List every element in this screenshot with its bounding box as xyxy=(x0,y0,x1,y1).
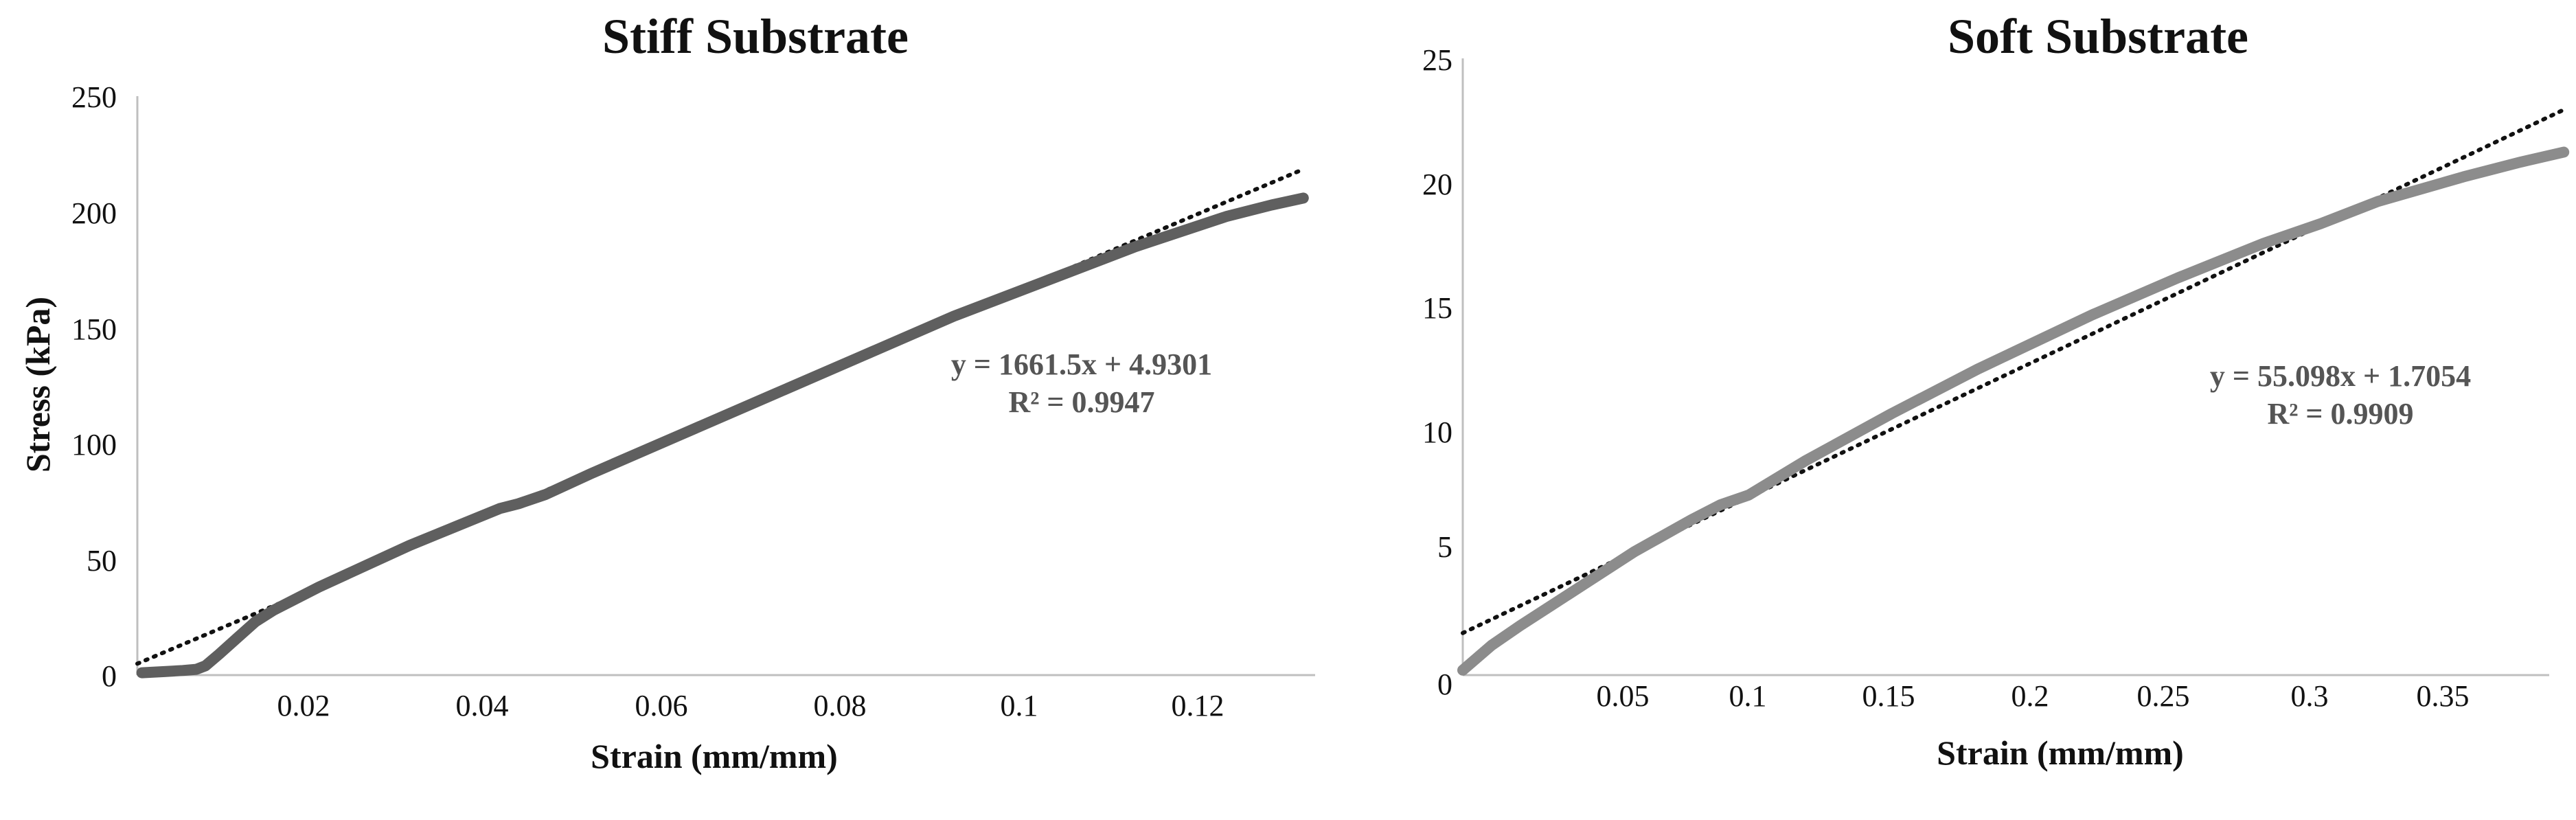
y-tick-label: 5 xyxy=(1437,530,1452,564)
y-tick-label: 200 xyxy=(71,196,117,230)
chart-title: Stiff Substrate xyxy=(602,9,909,64)
x-tick-label: 0.2 xyxy=(2011,679,2049,713)
x-axis-title: Strain (mm/mm) xyxy=(591,737,838,775)
y-tick-label: 15 xyxy=(1422,291,1452,325)
x-tick-label: 0.35 xyxy=(2417,679,2470,713)
data-series-line xyxy=(1457,146,2570,676)
x-tick-label: 0.1 xyxy=(1729,679,1767,713)
stiff-substrate-chart: Stiff Substrate 250 200 150 100 50 0 0.0… xyxy=(19,9,1315,775)
chart-title: Soft Substrate xyxy=(1948,9,2248,64)
y-tick-label: 0 xyxy=(102,659,117,693)
y-tick-label: 150 xyxy=(71,312,117,346)
x-tick-label: 0.02 xyxy=(277,689,330,722)
y-tick-label: 20 xyxy=(1422,168,1452,201)
y-tick-label: 250 xyxy=(71,80,117,114)
r-squared-label: R² = 0.9909 xyxy=(2267,397,2413,431)
x-tick-label: 0.15 xyxy=(1862,679,1915,713)
y-tick-label: 10 xyxy=(1422,415,1452,449)
soft-substrate-chart: Soft Substrate 25 20 15 10 5 0 0.05 0.1 … xyxy=(1422,9,2570,772)
x-tick-label: 0.05 xyxy=(1597,679,1650,713)
x-tick-label: 0.04 xyxy=(456,689,509,722)
y-tick-label: 25 xyxy=(1422,43,1452,77)
x-tick-label: 0.1 xyxy=(1001,689,1038,722)
x-tick-label: 0.12 xyxy=(1172,689,1224,722)
data-series-line xyxy=(136,192,1309,679)
y-tick-label: 100 xyxy=(71,428,117,462)
r-squared-label: R² = 0.9947 xyxy=(1008,385,1154,419)
y-tick-label: 50 xyxy=(87,544,117,578)
trendline-equation: y = 1661.5x + 4.9301 xyxy=(951,348,1212,381)
y-tick-label: 0 xyxy=(1437,668,1452,701)
trendline-equation: y = 55.098x + 1.7054 xyxy=(2210,359,2471,393)
y-axis-title: Stress (kPa) xyxy=(19,297,57,472)
x-tick-label: 0.25 xyxy=(2137,679,2190,713)
x-tick-label: 0.3 xyxy=(2291,679,2329,713)
x-tick-label: 0.08 xyxy=(814,689,867,722)
x-axis-title: Strain (mm/mm) xyxy=(1937,733,2184,772)
x-tick-label: 0.06 xyxy=(635,689,688,722)
